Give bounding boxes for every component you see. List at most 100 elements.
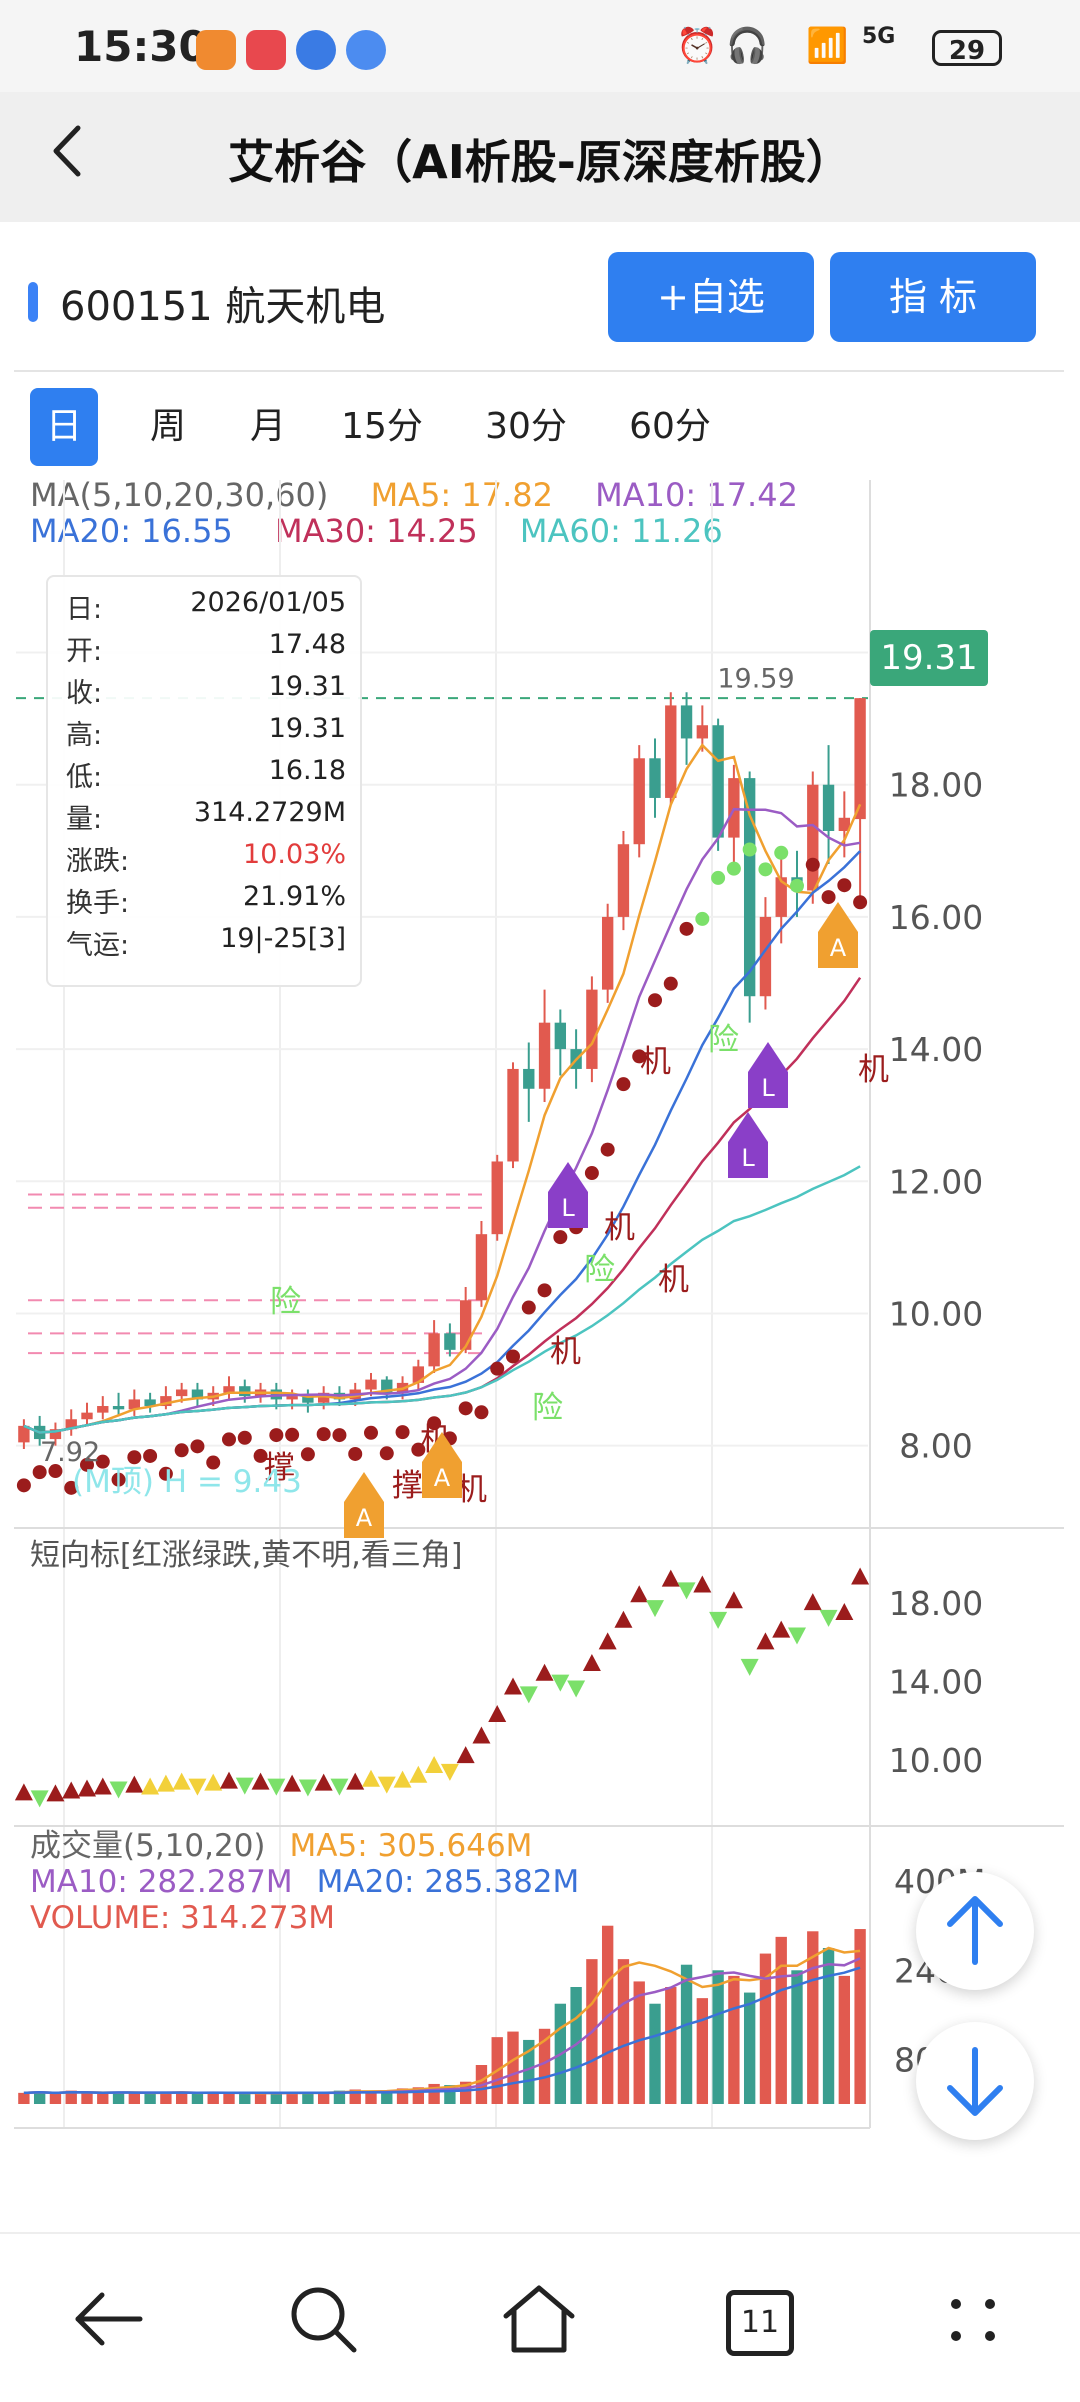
- sub-tick-label: 18.00: [889, 1584, 983, 1623]
- battery-indicator: 29: [932, 30, 1002, 66]
- status-bar: 15:30 ⏰ 🎧 📶 5G 29: [0, 0, 1080, 92]
- trend-triangle-down: [677, 1582, 696, 1600]
- trend-triangle-down: [788, 1627, 806, 1645]
- volume-bar: [381, 2090, 393, 2104]
- trend-triangle-up: [772, 1620, 791, 1638]
- signal-dot: [521, 1300, 536, 1315]
- signal-badge: [422, 1432, 462, 1498]
- info-key: 量:: [66, 804, 103, 835]
- app-icon-browser: [296, 30, 336, 70]
- signal-dot: [364, 1425, 378, 1440]
- nav-back-icon[interactable]: [64, 2274, 154, 2364]
- candle-body: [223, 1386, 235, 1393]
- info-row-volume: 量: 314.2729M: [66, 797, 346, 837]
- ma-legend-row2: MA20: 16.55 MA30: 14.25 MA60: 11.26: [30, 512, 755, 550]
- volume-bar: [396, 2088, 409, 2104]
- volume-bar: [822, 1948, 835, 2104]
- signal-annotation: 险: [584, 1252, 615, 1288]
- signal-dot: [742, 842, 757, 857]
- info-value: 19|-25[3]: [220, 923, 346, 954]
- signal-dot: [853, 895, 868, 910]
- tab-30min[interactable]: 30分: [485, 406, 567, 447]
- candle-body: [633, 758, 645, 845]
- candle-body: [759, 916, 772, 997]
- signal-dot: [348, 1446, 363, 1461]
- signal-annotation: 机: [604, 1210, 635, 1246]
- signal-dot: [206, 1455, 221, 1470]
- candle-body: [444, 1333, 456, 1350]
- trend-triangle-up: [125, 1775, 144, 1793]
- sub-tick-label: 10.00: [889, 1741, 983, 1780]
- trend-triangle-up: [598, 1632, 617, 1650]
- back-arrow-icon[interactable]: [36, 116, 106, 186]
- volume-bar: [207, 2092, 219, 2104]
- signal-dot: [300, 1447, 315, 1462]
- signal-dot: [269, 1428, 284, 1443]
- headset-icon: 🎧: [726, 26, 769, 66]
- ma60-value: MA60: 11.26: [519, 512, 723, 550]
- volume-bar: [538, 2028, 551, 2104]
- trend-triangle-down: [709, 1611, 728, 1629]
- price-tick-label: 10.00: [889, 1294, 983, 1333]
- volume-bar: [775, 1936, 787, 2104]
- candle-body: [838, 817, 851, 831]
- info-value: 21.91%: [243, 881, 346, 912]
- signal-dot: [695, 911, 710, 926]
- volume-bar: [665, 1987, 677, 2104]
- tab-day[interactable]: 日: [30, 388, 98, 466]
- signal-badge: [748, 1042, 788, 1108]
- trend-triangle-up: [314, 1773, 333, 1791]
- nav-home-icon[interactable]: [494, 2274, 584, 2364]
- tab-week[interactable]: 周: [149, 406, 186, 447]
- volume-bar: [254, 2092, 267, 2104]
- tab-month[interactable]: 月: [249, 406, 286, 447]
- nav-menu-icon[interactable]: [928, 2274, 1018, 2364]
- signal-badge-label: A: [434, 1464, 451, 1492]
- tab-15min[interactable]: 15分: [341, 406, 423, 447]
- volume-bar: [759, 1953, 772, 2104]
- ma-legend-row1: MA(5,10,20,30,60) MA5: 17.82 MA10: 17.42: [30, 476, 830, 514]
- volume-bar: [18, 2092, 30, 2104]
- nav-search-icon[interactable]: [278, 2274, 368, 2364]
- trend-triangle-down: [646, 1600, 664, 1618]
- volume-bar: [49, 2093, 62, 2104]
- info-key: 低:: [66, 762, 103, 793]
- candle-body: [365, 1379, 377, 1390]
- info-key: 气运:: [66, 930, 130, 961]
- signal-dot: [411, 1442, 426, 1457]
- volume-bar: [838, 1975, 851, 2104]
- info-row-low: 低: 16.18: [66, 755, 346, 795]
- candle-body: [97, 1406, 109, 1413]
- signal-dot: [64, 1480, 79, 1495]
- info-key: 换手:: [66, 888, 130, 919]
- candle-body: [286, 1396, 298, 1400]
- signal-dot: [316, 1427, 331, 1442]
- indicator-button[interactable]: 指 标: [830, 252, 1036, 342]
- signal-badge: [548, 1162, 588, 1228]
- candle-body: [507, 1068, 519, 1162]
- signal-annotation: 险: [708, 1022, 739, 1058]
- trend-triangle-up: [803, 1593, 822, 1611]
- nav-tabs-button[interactable]: 11: [712, 2274, 802, 2364]
- scroll-down-button[interactable]: [916, 2022, 1034, 2140]
- volume-ma20-line: [23, 1966, 861, 2095]
- scroll-up-button[interactable]: [916, 1872, 1034, 1990]
- signal-badge-label: A: [830, 934, 847, 962]
- signal-dot: [111, 1472, 126, 1487]
- price-tick-label: 8.00: [899, 1427, 972, 1466]
- trend-triangle-down: [551, 1674, 570, 1692]
- trend-triangle-up: [851, 1567, 870, 1585]
- signal-dot: [616, 1077, 631, 1092]
- add-watchlist-button[interactable]: +自选: [608, 252, 814, 342]
- volume-bar: [712, 1970, 724, 2104]
- trend-triangle-down: [519, 1686, 538, 1704]
- trend-triangle-up: [472, 1726, 491, 1744]
- volume-ma5: MA5: 305.646M: [289, 1828, 533, 1864]
- volume-bar: [286, 2092, 298, 2104]
- trend-triangle-up: [204, 1773, 223, 1791]
- tab-60min[interactable]: 60分: [629, 406, 711, 447]
- signal-dot: [553, 1230, 568, 1245]
- candle-body: [18, 1425, 30, 1443]
- volume-bar: [523, 2039, 535, 2104]
